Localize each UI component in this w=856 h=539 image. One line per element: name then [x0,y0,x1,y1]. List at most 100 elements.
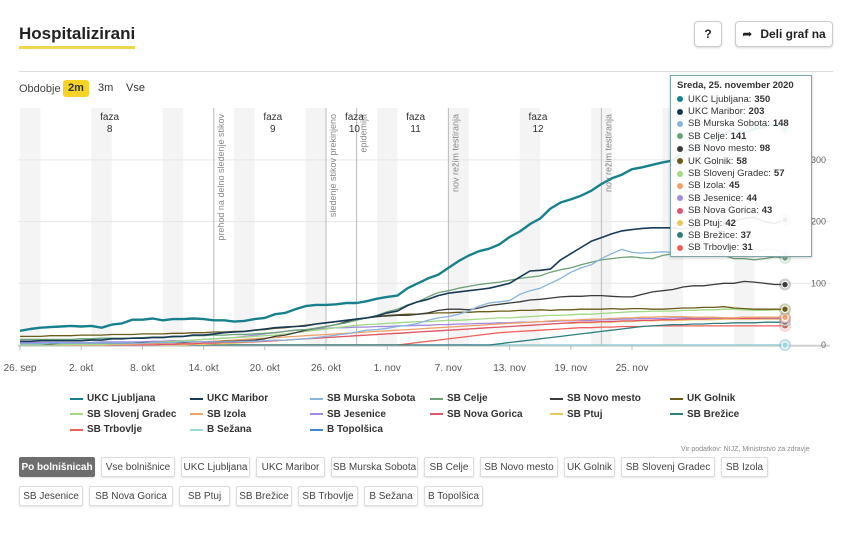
x-tick-label: 8. okt [130,363,155,374]
legend-item[interactable]: SB Celje [430,393,488,404]
tooltip-row: SB Murska Sobota: 148 [677,118,805,130]
tooltip-series-value: 37 [740,229,752,241]
legend-item[interactable]: SB Izola [190,409,246,420]
legend-label: SB Brežice [687,408,740,420]
filter-button[interactable]: SB Trbovlje [298,486,358,506]
filter-button[interactable]: SB Izola [721,457,768,477]
tooltip-series-value: 98 [759,143,771,155]
filter-button[interactable]: B Topolšica [424,486,483,506]
legend-item[interactable]: UKC Maribor [190,393,268,404]
tooltip-series-value: 43 [761,205,773,217]
legend-item[interactable]: B Sežana [190,424,251,435]
event-label: sledenje stikov prekinjeno [328,114,338,217]
tooltip-title: Sreda, 25. november 2020 [677,80,794,91]
legend-item[interactable]: SB Novo mesto [550,393,641,404]
legend-item[interactable]: SB Murska Sobota [310,393,415,404]
legend-item[interactable]: UKC Ljubljana [70,393,155,404]
legend-item[interactable]: SB Nova Gorica [430,409,523,420]
filter-button[interactable]: Vse bolnišnice [101,457,175,477]
legend-item[interactable]: SB Jesenice [310,409,386,420]
tooltip-row: SB Slovenj Gradec: 57 [677,167,805,179]
tooltip-series-name: SB Ptuj: [688,217,723,229]
x-tick-label: 25. nov [616,363,649,374]
period-all-button[interactable]: Vse [126,82,145,94]
legend-swatch [430,397,443,400]
tooltip-row: SB Novo mesto: 98 [677,143,805,155]
hover-tooltip: Sreda, 25. november 2020 UKC Ljubljana: 3… [670,75,812,257]
tooltip-series-value: 141 [730,130,747,142]
x-tick-label: 13. nov [493,363,526,374]
legend-swatch [430,413,443,415]
legend-swatch [190,428,203,431]
event-label: epidemija [359,114,369,153]
filter-button[interactable]: SB Nova Gorica [89,486,173,506]
filter-button[interactable]: SB Ptuj [179,486,230,506]
data-point [781,280,789,289]
share-arrow-icon: ➦ [742,27,753,41]
filter-button[interactable]: SB Murska Sobota [331,457,418,477]
period-3m-button[interactable]: 3m [98,82,114,94]
filter-button[interactable]: SB Slovenj Gradec [621,457,715,477]
legend-item[interactable]: UK Golnik [670,393,735,404]
phase-label: faza [529,112,548,123]
x-tick-label: 20. okt [250,363,280,374]
phase-label: faza [263,112,282,123]
hospitalized-line-chart[interactable]: prehod na delno sledenje stikov sledenje … [0,100,856,385]
legend-swatch [310,397,323,400]
page-title: Hospitalizirani [19,24,136,49]
tooltip-series-name: UKC Ljubljana: [688,93,752,105]
series-line-UK Golnik [20,306,785,338]
source-note: Vir podatkov: NIJZ, Ministrstvo za zdrav… [681,446,810,453]
legend-item[interactable]: SB Brežice [670,409,739,420]
series-dot-icon [677,220,683,227]
filter-button[interactable]: UKC Maribor [256,457,325,477]
period-2m-button[interactable]: 2m [63,80,89,97]
series-line-UKC Maribor [20,216,786,343]
tooltip-row: UK Golnik: 58 [677,155,805,167]
phase-number: 11 [410,124,421,135]
phase-label: faza [406,112,425,123]
legend-label: B Topolšica [327,424,383,435]
weekend-band [305,108,326,345]
filter-button[interactable]: SB Brežice [236,486,292,506]
filter-button[interactable]: Po bolnišnicah [19,457,95,477]
tooltip-row: SB Nova Gorica: 43 [677,205,805,217]
weekend-band [162,108,184,345]
event-label: nov režim testiranja [603,114,613,192]
tooltip-series-name: SB Novo mesto: [688,143,757,155]
phase-label: faza [100,112,119,123]
legend-item[interactable]: SB Trbovlje [70,424,142,435]
legend-label: SB Jesenice [327,408,386,420]
filter-button[interactable]: B Sežana [364,486,418,506]
filter-button[interactable]: SB Novo mesto [480,457,558,477]
series-dot-icon [677,170,683,177]
filter-button[interactable]: UKC Ljubljana [181,457,250,477]
tooltip-series-name: SB Murska Sobota: [688,118,770,130]
tooltip-series-value: 58 [736,155,747,167]
legend-label: SB Trbovlje [87,424,143,435]
help-button[interactable]: ? [694,21,722,47]
series-lines [19,122,786,346]
legend-label: SB Slovenj Gradec [87,408,177,420]
event-markers: prehod na delno sledenje stikov sledenje … [213,108,613,345]
series-line-SB Murska Sobota [20,248,786,345]
legend-item[interactable]: SB Ptuj [550,409,603,420]
legend-swatch [550,397,563,400]
y-axis: 0 100 200 300 [811,155,826,350]
series-dot-icon [677,244,683,251]
data-point [781,341,789,349]
legend-label: SB Izola [207,408,246,420]
filter-button[interactable]: SB Jesenice [19,486,83,506]
legend-item[interactable]: SB Slovenj Gradec [70,409,176,420]
filter-button[interactable]: UK Golnik [564,457,615,477]
phase-number: 10 [349,124,361,135]
tooltip-series-value: 31 [742,242,753,254]
event-label: nov režim testiranja [450,114,460,192]
legend-item[interactable]: B Topolšica [310,424,383,435]
share-button[interactable]: ➦ Deli graf na [735,21,833,47]
legend-label: UK Golnik [687,393,736,404]
y-tick-label: 200 [811,217,826,227]
series-line-SB Izola [20,315,785,346]
x-tick-label: 1. nov [374,363,401,374]
filter-button[interactable]: SB Celje [424,457,474,477]
